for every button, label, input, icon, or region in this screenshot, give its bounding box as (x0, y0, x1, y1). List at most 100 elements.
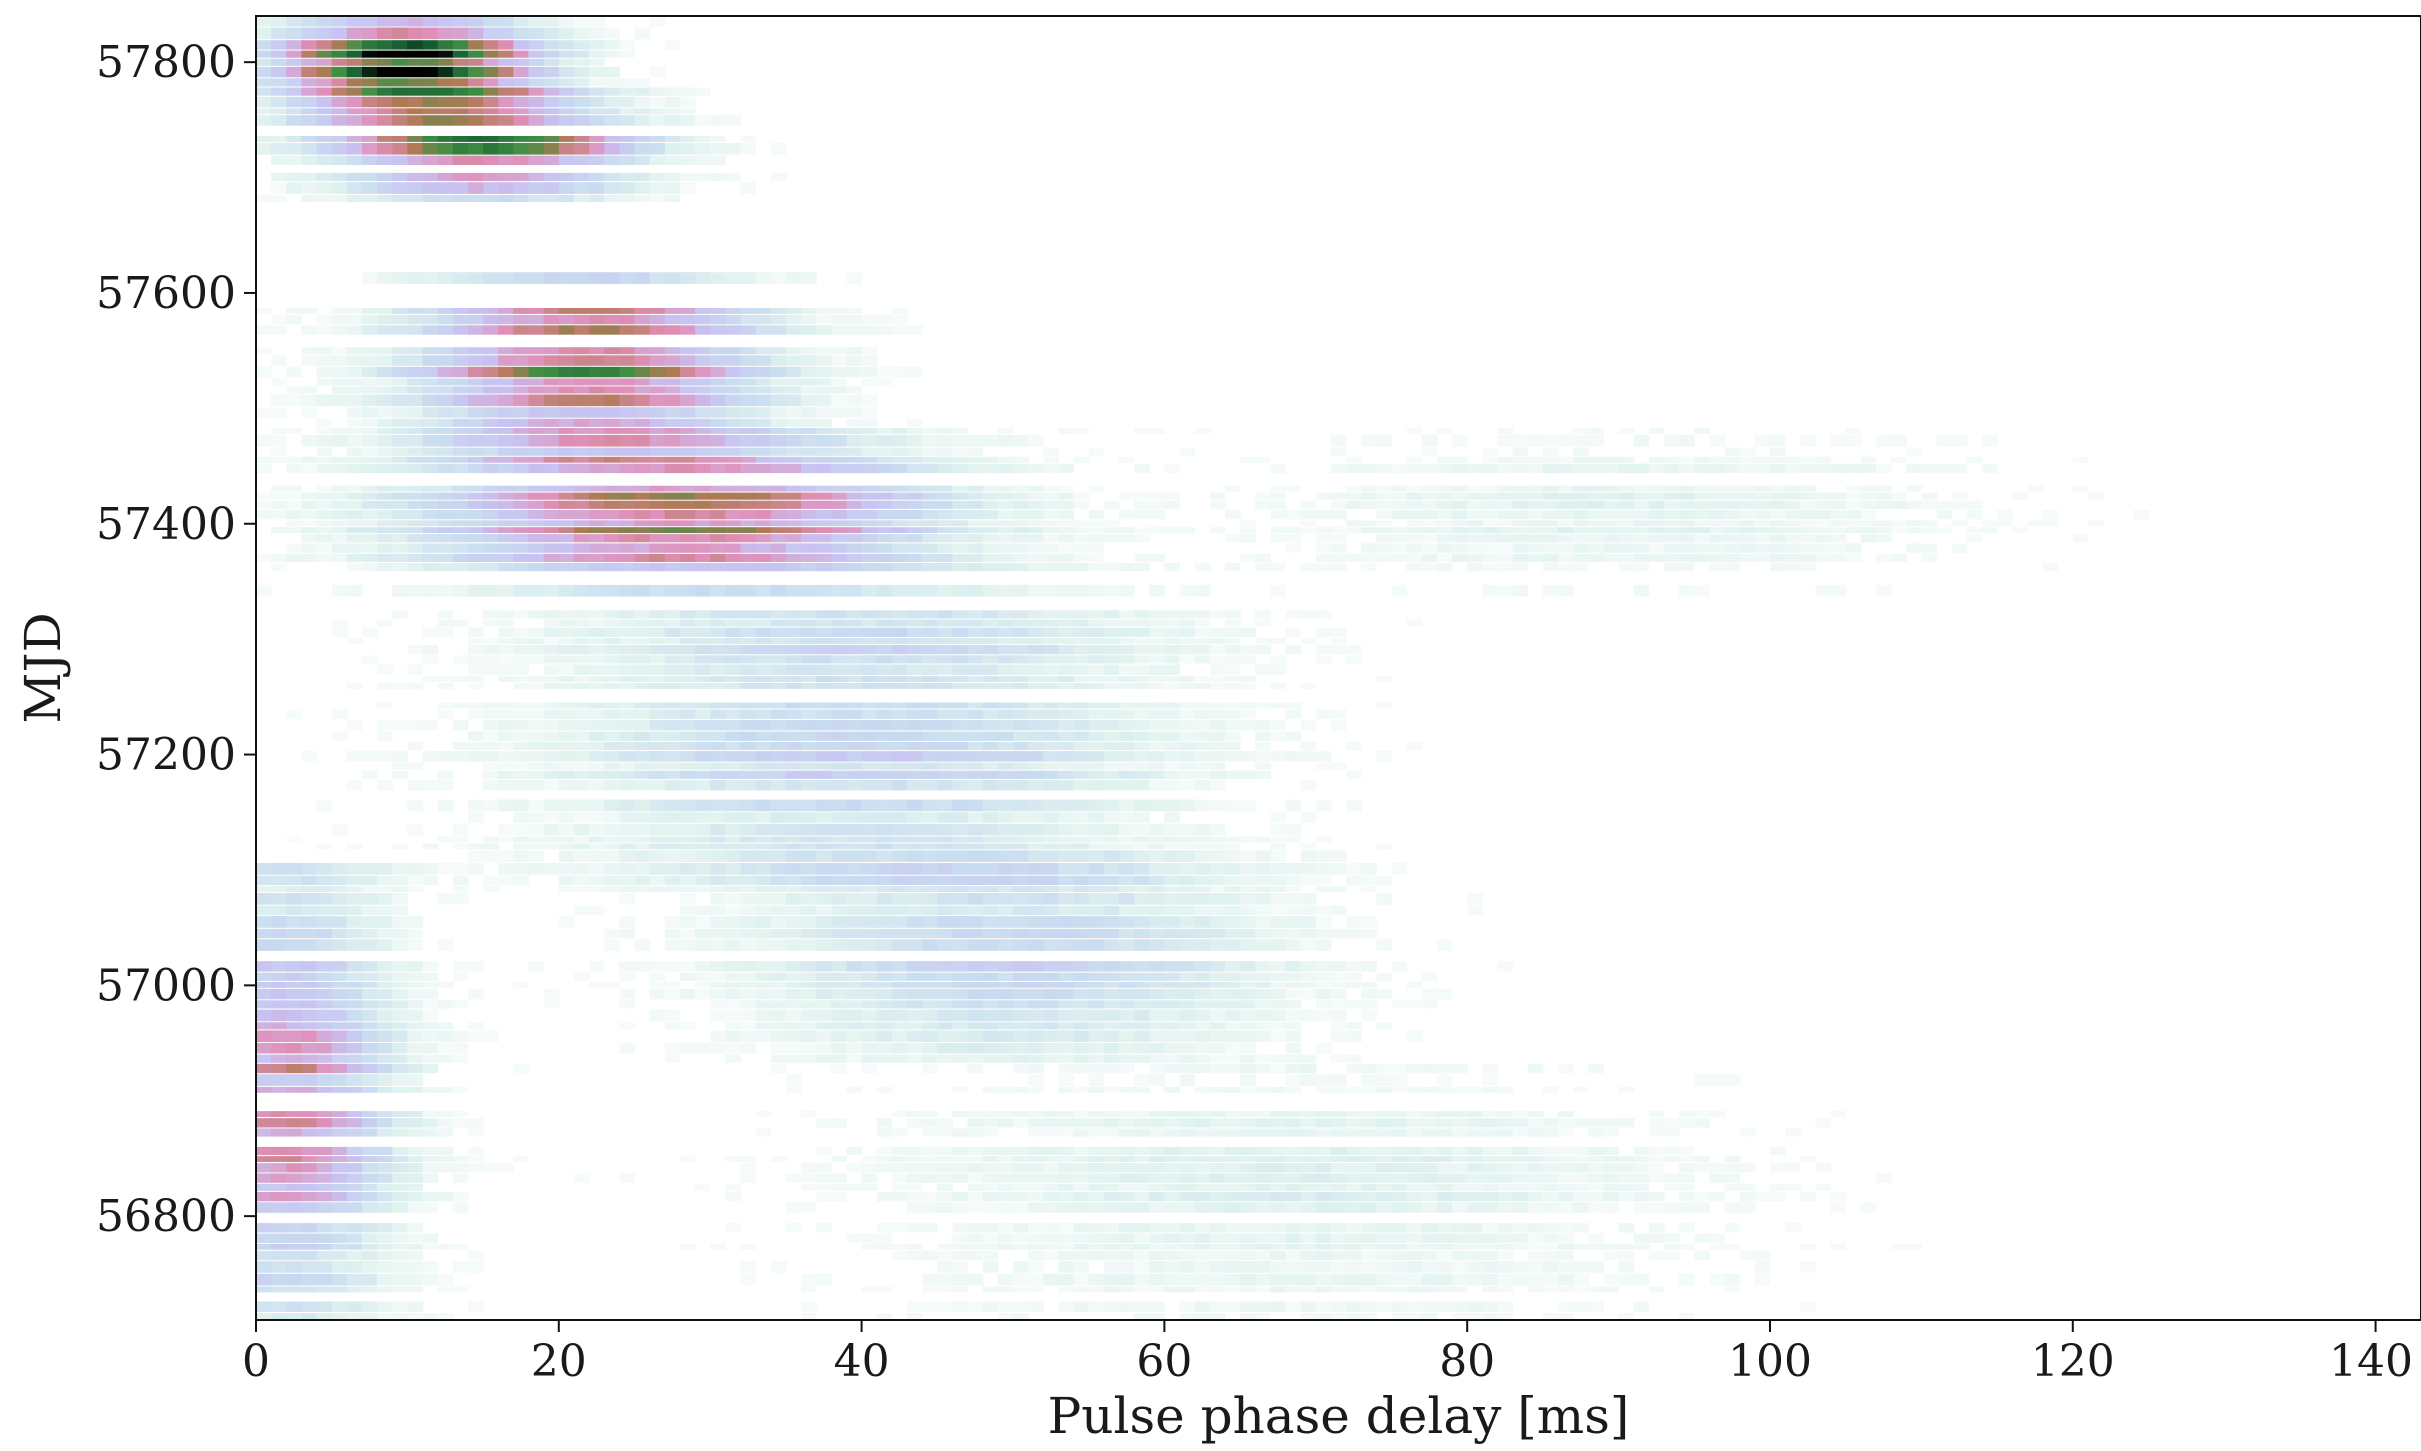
heatmap-cell (740, 770, 757, 779)
heatmap-cell (392, 492, 408, 500)
heatmap-cell (1558, 534, 1574, 543)
heatmap-cell (1421, 1202, 1438, 1213)
heatmap-cell (785, 875, 802, 886)
heatmap-cell (997, 875, 1014, 886)
heatmap-cell (952, 534, 969, 543)
heatmap-cell (301, 509, 318, 520)
heatmap-cell (301, 1111, 318, 1117)
heatmap-cell (1043, 1243, 1059, 1250)
heatmap-cell (997, 1009, 1014, 1022)
heatmap-cell (1058, 534, 1075, 543)
heatmap-cell (907, 843, 923, 850)
heatmap-cell (1482, 584, 1498, 597)
heatmap-cell (785, 676, 802, 682)
heatmap-cell (952, 1146, 969, 1156)
heatmap-cell (437, 1146, 454, 1156)
heatmap-cell (1648, 1286, 1665, 1293)
heatmap-cell (362, 988, 378, 1000)
heatmap-cell (1088, 850, 1105, 862)
heatmap-cell (362, 981, 378, 988)
heatmap-cell (1225, 961, 1241, 972)
heatmap-cell (316, 939, 333, 951)
heatmap-cell (1739, 527, 1756, 534)
heatmap-cell (770, 1000, 787, 1009)
heatmap-cell (528, 534, 545, 543)
heatmap-cell (452, 875, 469, 886)
heatmap-cell (377, 702, 393, 709)
heatmap-cell (937, 928, 953, 939)
heatmap-cell (967, 1128, 984, 1137)
heatmap-cell (831, 972, 847, 981)
heatmap-cell (982, 638, 999, 644)
heatmap-cell (1073, 741, 1090, 751)
heatmap-cell (1406, 1086, 1423, 1093)
heatmap-cell (301, 1183, 318, 1191)
heatmap-cell (922, 534, 938, 543)
heatmap-cell (1285, 1043, 1302, 1054)
heatmap-cell (1724, 1156, 1741, 1162)
heatmap-cell (922, 1009, 938, 1022)
heatmap-cell (801, 1000, 817, 1009)
heatmap-cell (1179, 762, 1196, 770)
heatmap-cell (634, 702, 651, 709)
heatmap-cell (513, 534, 530, 543)
heatmap-cell (952, 527, 969, 534)
heatmap-cell (2072, 485, 2089, 492)
heatmap-cell (543, 751, 560, 762)
heatmap-cell (695, 463, 711, 474)
heatmap-cell (1058, 939, 1075, 951)
heatmap-cell (619, 762, 636, 770)
heatmap-cell (1255, 553, 1271, 562)
heatmap-cell (801, 619, 817, 627)
heatmap-cell (1421, 492, 1438, 500)
heatmap-cell (1240, 709, 1256, 719)
heatmap-cell (407, 534, 424, 543)
heatmap-cell (846, 823, 863, 836)
heatmap-cell (831, 1030, 847, 1043)
heatmap-cell (1058, 1286, 1075, 1293)
heatmap-cell (997, 676, 1014, 682)
heatmap-cell (437, 1273, 454, 1286)
heatmap-cell (1058, 664, 1075, 675)
heatmap-cell (634, 836, 651, 843)
heatmap-cell (437, 509, 454, 520)
heatmap-cell (407, 981, 424, 988)
heatmap-cell (1164, 731, 1181, 741)
heatmap-cell (1088, 1022, 1105, 1030)
heatmap-cell (679, 655, 696, 664)
heatmap-cell (785, 779, 802, 791)
heatmap-cell (1664, 1146, 1680, 1156)
heatmap-cell (634, 638, 651, 644)
heatmap-cell (619, 719, 636, 731)
heatmap-cell (1225, 509, 1241, 520)
heatmap-cell (1179, 1301, 1196, 1312)
heatmap-cell (816, 1022, 832, 1030)
heatmap-cell (1346, 961, 1362, 972)
heatmap-cell (1421, 485, 1438, 492)
heatmap-cell (785, 619, 802, 627)
heatmap-cell (498, 836, 514, 843)
heatmap-cell (1134, 1173, 1150, 1183)
heatmap-cell (1058, 1202, 1075, 1213)
heatmap-cell (1512, 1163, 1529, 1173)
heatmap-cell (997, 492, 1014, 500)
heatmap-cell (1240, 939, 1256, 951)
heatmap-cell (982, 1043, 999, 1054)
heatmap-cell (1225, 916, 1241, 928)
heatmap-cell (1179, 1163, 1196, 1173)
heatmap-cell (1497, 1223, 1514, 1233)
heatmap-cell (619, 702, 636, 709)
heatmap-cell (997, 534, 1014, 543)
heatmap-cell (619, 492, 636, 500)
heatmap-cell (1966, 500, 1983, 509)
heatmap-cell (725, 823, 741, 836)
heatmap-cell (982, 1243, 999, 1250)
heatmap-cell (316, 500, 333, 509)
heatmap-cell (1754, 492, 1771, 500)
heatmap-cell (952, 762, 969, 770)
heatmap-cell (755, 823, 772, 836)
heatmap-cell (1255, 731, 1271, 741)
heatmap-cell (1330, 1128, 1347, 1137)
heatmap-cell (1391, 1223, 1408, 1233)
heatmap-cell (1800, 492, 1816, 500)
